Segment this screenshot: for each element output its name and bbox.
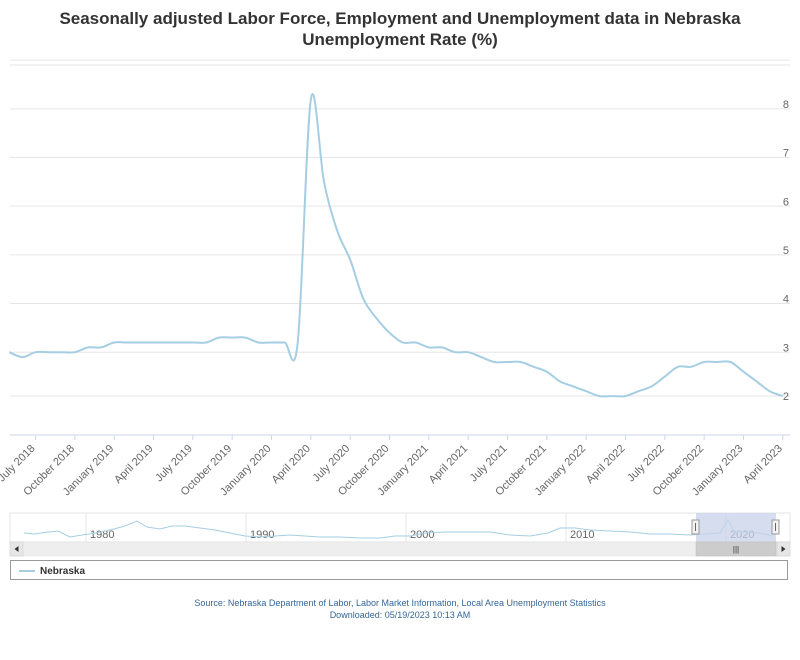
y-tick-label: 7 — [783, 148, 789, 160]
navigator-year-label: 1990 — [250, 529, 274, 541]
legend-line-swatch-icon — [19, 570, 35, 572]
navigator-year-label: 1980 — [90, 529, 114, 541]
x-tick-label: April 2023 — [741, 443, 785, 487]
navigator-selected-range[interactable] — [696, 513, 776, 542]
navigator-year-label: 2010 — [570, 529, 594, 541]
chart-subtitle: Unemployment Rate (%) — [302, 30, 498, 49]
x-tick-label: July 2019 — [153, 443, 195, 485]
y-tick-label: 5 — [783, 245, 789, 257]
scrollbar-thumb[interactable] — [695, 541, 777, 557]
x-tick-label: April 2021 — [427, 443, 471, 487]
scrollbar-track[interactable] — [9, 541, 791, 557]
chart-title: Seasonally adjusted Labor Force, Employm… — [0, 8, 800, 50]
navigator-year-label: 2000 — [410, 529, 434, 541]
legend-item-nebraska[interactable]: Nebraska — [19, 564, 85, 578]
y-tick-label: 6 — [783, 196, 789, 208]
navigator[interactable]: 19801990200020102020 — [9, 512, 791, 543]
series-line-nebraska[interactable] — [8, 93, 784, 398]
scrollbar-grip: ||| — [733, 545, 739, 554]
scrollbar-right-arrow-icon — [781, 546, 786, 552]
source-note: Source: Nebraska Department of Labor, La… — [194, 598, 606, 608]
x-tick-label: July 2020 — [311, 443, 353, 485]
y-axis-labels: 2 3 4 5 6 7 8 — [783, 99, 789, 403]
scrollbar[interactable]: ||| — [9, 541, 791, 557]
y-tick-label: 8 — [783, 99, 789, 111]
navigator-background — [9, 512, 791, 543]
x-tick-label: July 2022 — [625, 443, 667, 485]
legend: Nebraska — [10, 560, 788, 580]
x-tick-label: April 2020 — [269, 443, 313, 487]
navigator-series-line — [23, 519, 773, 539]
x-tick-label: April 2019 — [112, 443, 156, 487]
y-tick-label: 2 — [783, 391, 789, 403]
downloaded-timestamp: Downloaded: 05/19/2023 10:13 AM — [329, 610, 471, 620]
x-tick-label: July 2021 — [468, 443, 510, 485]
y-tick-label: 4 — [783, 294, 789, 306]
scrollbar-left-arrow-icon — [14, 546, 19, 552]
y-tick-label: 3 — [783, 342, 789, 354]
grid-lines — [10, 59, 790, 397]
legend-label: Nebraska — [40, 565, 86, 577]
chart-title-line1: Seasonally adjusted Labor Force, Employm… — [59, 9, 741, 28]
x-tick-label: April 2022 — [584, 443, 628, 487]
